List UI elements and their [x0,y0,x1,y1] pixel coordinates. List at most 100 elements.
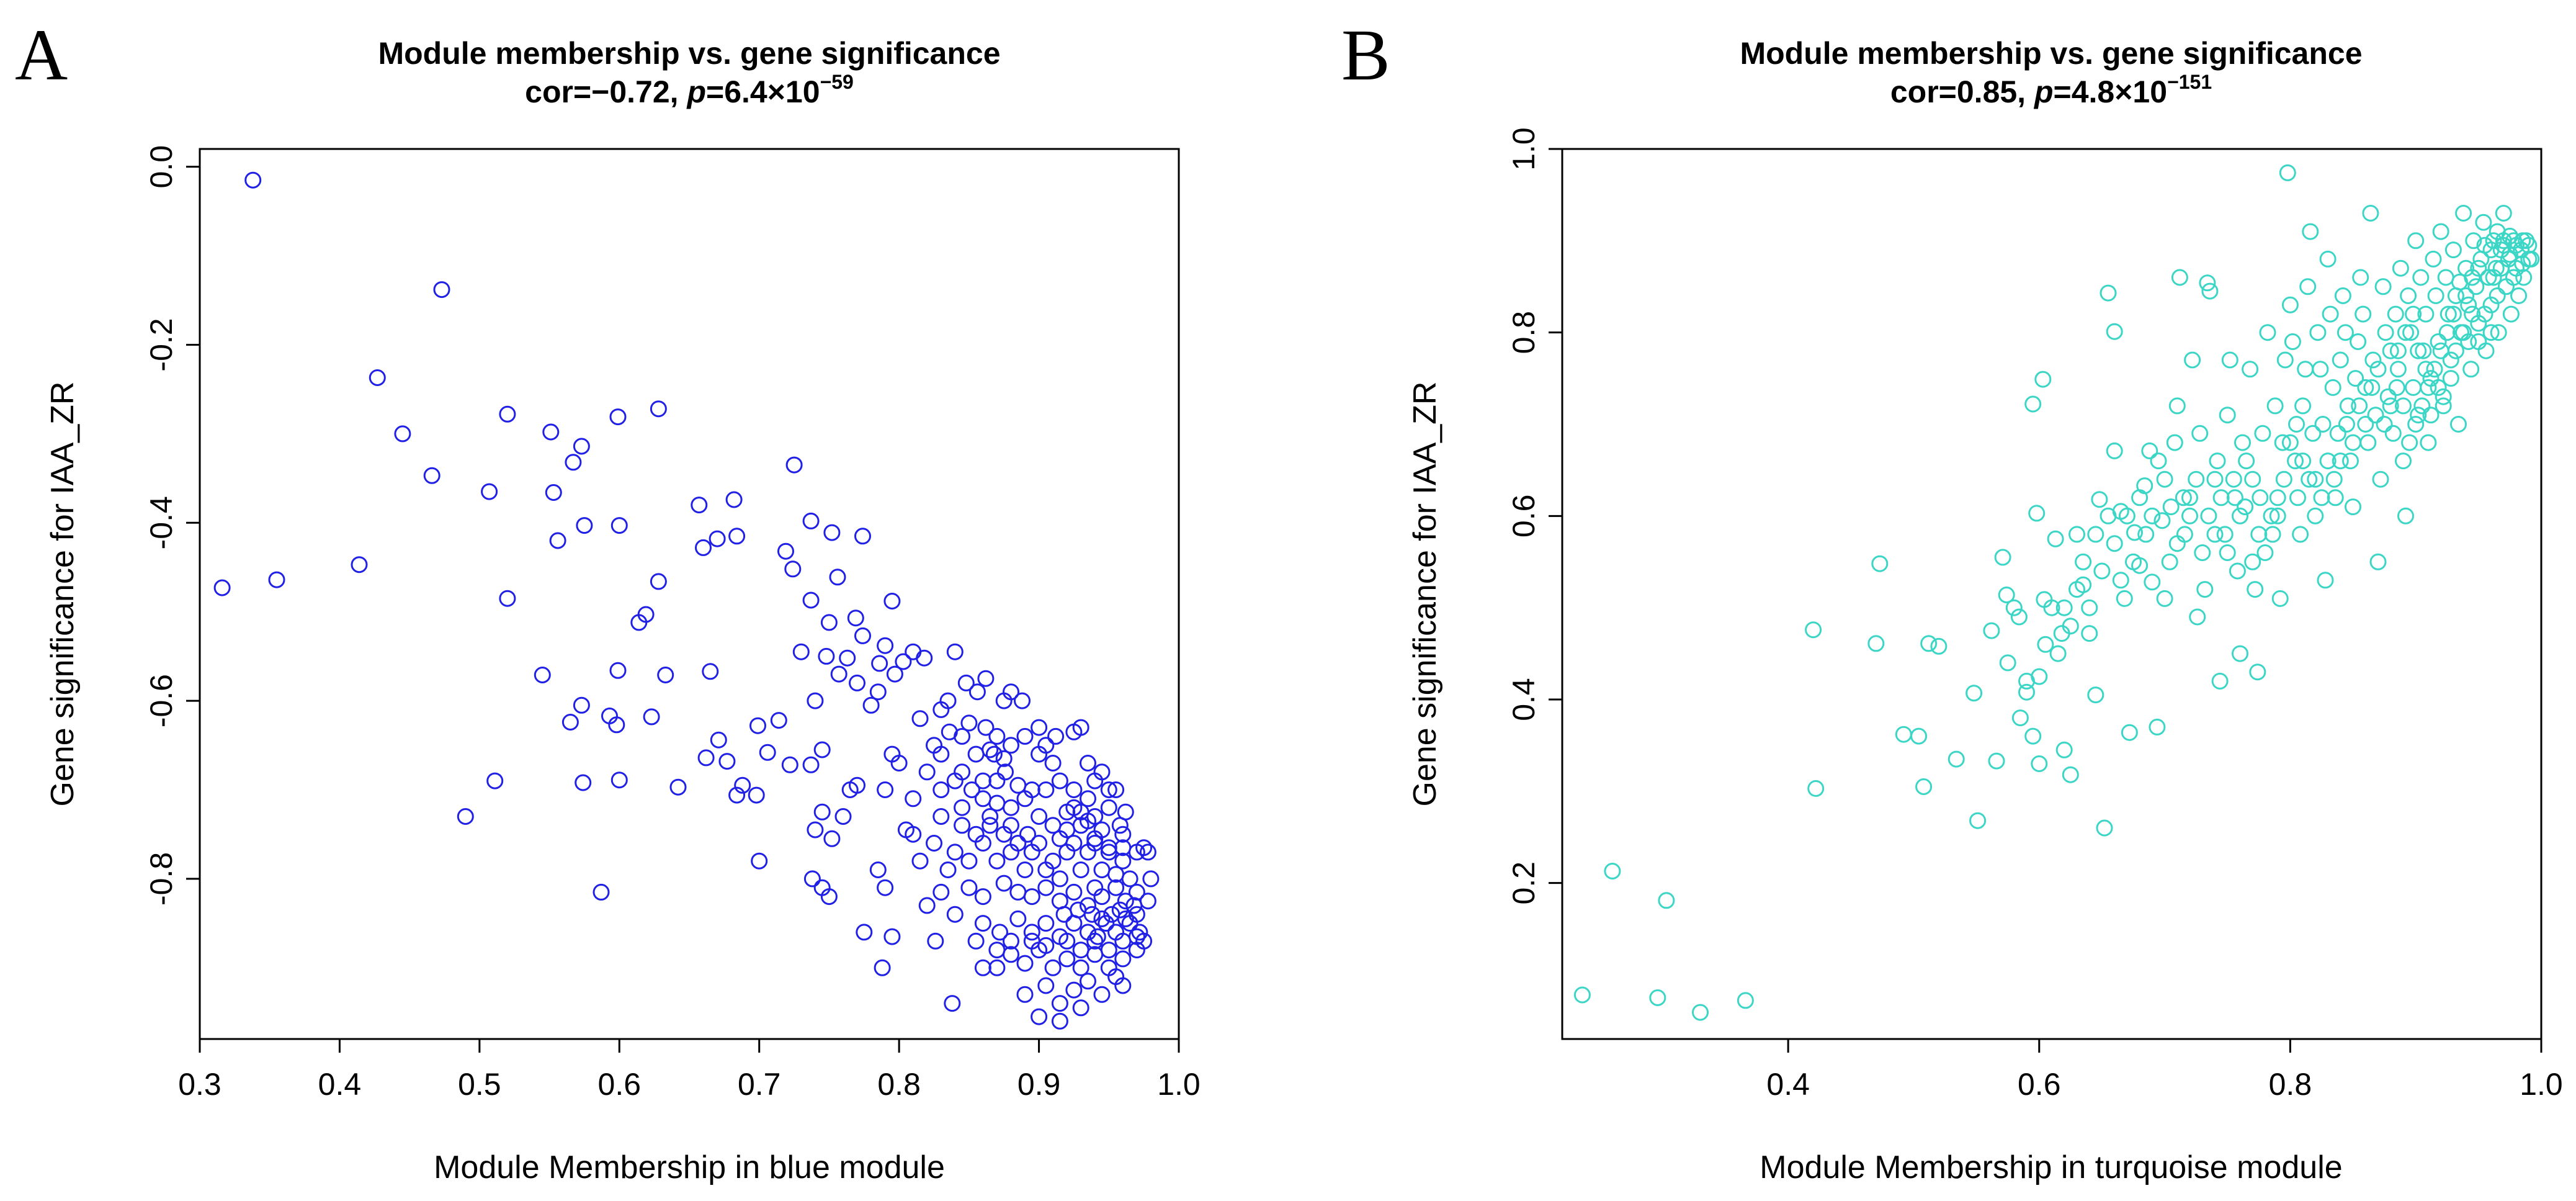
panel-a-data-point [939,861,957,878]
panel-b-data-point [2244,470,2261,488]
panel-b-x-tick-label: 1.0 [2520,1067,2563,1102]
panel-b-data-point [2477,342,2495,359]
panel-b-data-point [2495,236,2512,254]
panel-b-data-point [2382,342,2399,359]
panel-b-data-point [2322,305,2339,323]
panel-b-data-point [2034,371,2052,388]
panel-b-data-point [2515,269,2533,286]
panel-b-data-point [2451,273,2468,290]
panel-a-data-point [1072,959,1089,976]
panel-a-data-point [927,932,944,950]
panel-b-data-point [1692,1004,1709,1021]
panel-a-data-point [561,714,579,731]
panel-a-data-point [725,491,743,508]
panel-b-data-point [2425,250,2442,268]
panel-a-data-point [918,763,936,781]
panel-a-data-point [1098,915,1115,932]
panel-a-title: Module membership vs. gene significance [378,36,1000,71]
panel-b-data-point [2369,361,2387,378]
panel-a-data-point [718,753,736,770]
panel-b-data-point [2495,232,2512,250]
panel-b-data-point [2447,342,2464,359]
panel-a-data-point [1107,879,1125,896]
panel-b-data-point [2116,590,2133,607]
panel-a-data-point [932,883,950,901]
panel-b-y-label: Gene significance for IAA_ZR [1407,382,1443,807]
panel-b-data-point [2437,269,2454,286]
panel-b-data-point [2242,361,2259,378]
panel-b-data-point [2417,361,2435,378]
panel-b-data-point [2345,434,2361,451]
panel-a-data-point [1023,843,1040,861]
panel-a-data-point [1093,861,1111,878]
panel-a-data-point [977,719,995,736]
panel-a-data-point [486,772,504,789]
panel-b-data-point [2047,530,2064,547]
panel-b-data-point [2266,397,2284,415]
panel-a-data-point [1037,879,1055,896]
panel-b-data-point [2412,269,2430,286]
panel-a-data-point [1016,790,1034,807]
panel-a-data-point [974,790,991,807]
panel-a-data-point [818,647,835,665]
panel-b-data-point [2093,562,2111,580]
panel-a-data-point [974,959,991,976]
panel-a-data-point [995,875,1013,892]
panel-b-data-point [1948,750,1965,768]
panel-b-data-point [2369,553,2387,570]
panel-b-data-point [2430,333,2447,350]
panel-b-x-label: Module Membership in turquoise module [1760,1149,2342,1185]
panel-b-data-point [2024,395,2042,413]
panel-b-data-point [2137,526,2155,543]
panel-a-data-point [691,497,708,514]
panel-b-data-point [2345,498,2361,516]
panel-b-data-point [2338,416,2355,433]
panel-b-data-point [2247,581,2264,598]
panel-b-data-point [2332,351,2349,369]
panel-b-data-point [2482,324,2500,341]
panel-a-data-point [905,825,922,843]
panel-b-data-point [2359,434,2377,451]
panel-a-data-point [1114,825,1132,843]
panel-b-data-point [2442,351,2459,369]
panel-b-data-point [1895,726,1912,743]
panel-a-x-tick-label: 0.8 [877,1067,921,1102]
panel-b-data-point [2263,507,2280,524]
panel-a-data-point [1055,906,1073,923]
panel-b-data-point [2024,727,2042,745]
panel-a-data-point [749,717,766,734]
panel-a-data-point [1037,977,1055,994]
panel-b-data-point [2332,452,2349,470]
panel-a-data-point [751,852,768,870]
panel-b-data-point [2200,507,2217,524]
panel-a-data-point [573,438,590,455]
panel-a-data-point [1080,755,1096,771]
panel-b-data-point [2302,223,2319,240]
panel-b-data-point [1807,780,1825,797]
panel-a-x-tick-label: 0.6 [598,1067,642,1102]
panel-b-data-point [2221,351,2238,369]
panel-b-data-point [2049,645,2067,662]
panel-a-data-point [1089,928,1106,945]
panel-a-data-point [939,692,957,709]
panel-b-data-point [2274,434,2291,451]
panel-b-data-point [2352,269,2369,286]
panel-a-data-point [1065,883,1083,901]
panel-a-x-tick-label: 0.3 [178,1067,221,1102]
panel-b-data-point [2397,507,2414,524]
panel-b-data-point [2362,205,2379,222]
panel-a-data-point [1031,745,1048,763]
panel-b-data-point [2087,686,2104,704]
panel-a-y-label: Gene significance for IAA_ZR [45,382,81,807]
panel-b-data-point [2254,425,2271,442]
panel-a-data-point [997,763,1014,781]
panel-b-p-value: =4.8×10 [2054,74,2168,109]
panel-a-points [213,171,1160,1030]
panel-b-data-point [2264,526,2281,543]
panel-b-data-point [2410,342,2427,359]
panel-b-y-tick-label: 1.0 [1506,127,1541,171]
panel-a-data-point [1009,883,1027,901]
panel-a-data-point [1023,888,1040,906]
panel-b-data-point [2297,361,2314,378]
panel-a-data-point [481,483,498,500]
